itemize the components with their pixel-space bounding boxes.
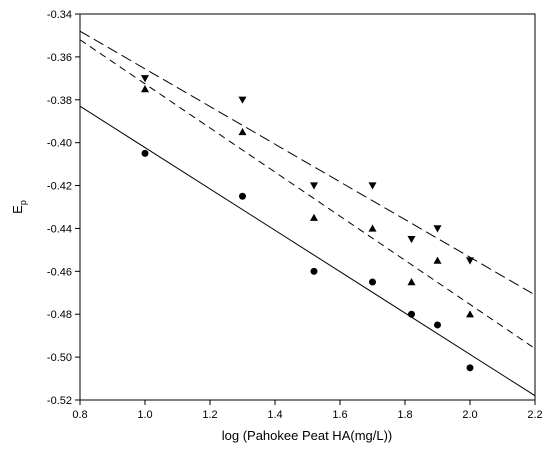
- triangle-down-point: [238, 96, 247, 104]
- triangle-down-point: [466, 257, 474, 265]
- triangle-down-point: [310, 182, 318, 190]
- x-tick-label: 1.6: [332, 409, 347, 421]
- y-axis-title-subscript: p: [18, 200, 28, 205]
- x-axis-title: log (Pahokee Peat HA(mg/L)): [222, 428, 393, 443]
- fit-line-series-2: [79, 39, 536, 349]
- triangle-down-point: [433, 225, 442, 233]
- y-axis-title-main: E: [10, 205, 25, 214]
- triangle-up-point: [433, 256, 442, 264]
- circle-point: [408, 310, 415, 318]
- triangle-up-point: [466, 310, 474, 318]
- triangle-down-point: [141, 75, 149, 83]
- y-tick-label: -0.42: [47, 181, 72, 193]
- y-tick-label: -0.40: [47, 138, 72, 150]
- y-axis-ticks: -0.34 -0.36 -0.38 -0.40 -0.42 -0.44 -0.46 -0.48…: [47, 9, 80, 407]
- x-tick-label: 1.8: [397, 409, 412, 421]
- y-tick-label: -0.48: [47, 309, 72, 321]
- fit-line-series-1: [79, 105, 536, 397]
- x-tick-label: 2.0: [462, 409, 477, 421]
- x-tick-label: 0.8: [72, 409, 87, 421]
- fit-lines: [79, 30, 536, 397]
- triangle-up-point: [141, 85, 149, 93]
- data-points: [141, 75, 474, 372]
- triangle-up-point: [368, 224, 377, 232]
- y-tick-label: -0.46: [47, 266, 72, 278]
- circle-point: [434, 321, 441, 329]
- svg-text:Ep: Ep: [10, 200, 28, 214]
- circle-point: [466, 364, 474, 372]
- y-tick-label: -0.38: [47, 95, 72, 107]
- circle-point: [141, 149, 149, 157]
- triangle-down-point: [368, 182, 377, 190]
- triangle-down-point: [407, 235, 416, 244]
- x-tick-label: 2.2: [527, 409, 542, 421]
- fit-line-series-3: [79, 30, 536, 296]
- x-axis-ticks: 0.8 1.0 1.2 1.4 1.6 1.8 2.0 2.2: [72, 400, 543, 421]
- triangle-up-point: [238, 127, 247, 136]
- y-axis-title: Ep: [10, 200, 28, 214]
- x-tick-label: 1.0: [137, 409, 152, 421]
- y-tick-label: -0.50: [47, 352, 72, 364]
- circle-point: [239, 192, 246, 200]
- triangle-up-point: [310, 213, 318, 221]
- y-tick-label: -0.52: [47, 395, 72, 407]
- y-tick-label: -0.34: [47, 9, 72, 21]
- circle-point: [310, 267, 318, 275]
- plot-area-frame: [79, 13, 536, 401]
- x-tick-label: 1.4: [267, 409, 282, 421]
- circle-point: [369, 278, 376, 286]
- triangle-up-point: [407, 278, 416, 286]
- x-tick-label: 1.2: [202, 409, 217, 421]
- y-tick-label: -0.36: [47, 52, 72, 64]
- y-tick-label: -0.44: [47, 223, 72, 235]
